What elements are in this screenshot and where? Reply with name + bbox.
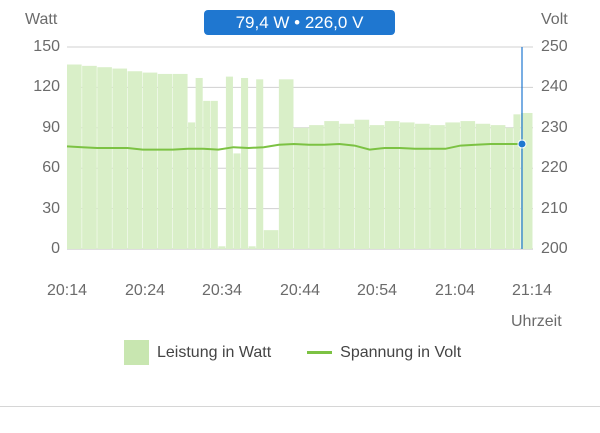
power-bar[interactable] bbox=[369, 125, 385, 249]
power-bar[interactable] bbox=[460, 121, 476, 249]
power-bar[interactable] bbox=[256, 79, 264, 249]
legend-bar-swatch[interactable] bbox=[124, 340, 149, 365]
left-axis-tick: 150 bbox=[33, 38, 60, 55]
power-bar[interactable] bbox=[399, 122, 415, 249]
power-bar[interactable] bbox=[172, 73, 188, 249]
voltage-line[interactable] bbox=[66, 142, 521, 151]
power-bar[interactable] bbox=[67, 64, 82, 249]
cursor-point[interactable] bbox=[517, 139, 527, 149]
power-bar[interactable] bbox=[521, 112, 533, 249]
power-bar[interactable] bbox=[241, 77, 249, 250]
power-bar[interactable] bbox=[475, 123, 491, 249]
tooltip-badge: 79,4 W • 226,0 V bbox=[204, 10, 395, 35]
right-axis-tick: 220 bbox=[541, 159, 568, 177]
left-axis-tick: 120 bbox=[33, 78, 60, 96]
power-bar[interactable] bbox=[97, 67, 112, 249]
legend-line-swatch[interactable] bbox=[307, 351, 333, 354]
power-bar[interactable] bbox=[203, 100, 211, 249]
power-bar[interactable] bbox=[278, 79, 294, 249]
power-bar[interactable] bbox=[248, 246, 256, 249]
right-axis-tick: 240 bbox=[541, 78, 568, 96]
power-bar[interactable] bbox=[225, 76, 233, 249]
power-bar[interactable] bbox=[195, 77, 203, 250]
power-bar[interactable] bbox=[430, 125, 445, 249]
power-bar[interactable] bbox=[82, 65, 97, 249]
power-bar[interactable] bbox=[490, 125, 506, 249]
right-axis-tick: 250 bbox=[541, 38, 568, 55]
power-bar[interactable] bbox=[354, 119, 370, 249]
x-axis-tick: 21:04 bbox=[434, 282, 476, 299]
left-axis-tick: 90 bbox=[42, 118, 60, 136]
power-bar[interactable] bbox=[445, 122, 460, 249]
power-bar[interactable] bbox=[384, 121, 400, 249]
x-axis-tick: 20:54 bbox=[356, 282, 398, 299]
power-bar[interactable] bbox=[309, 125, 324, 249]
x-axis-tick: 21:14 bbox=[511, 282, 553, 299]
legend: Leistung in Watt Spannung in Volt bbox=[124, 340, 461, 365]
x-axis-tick: 20:24 bbox=[124, 282, 166, 299]
power-bar[interactable] bbox=[142, 72, 158, 249]
left-axis-tick: 30 bbox=[42, 199, 60, 217]
left-axis-tick: 0 bbox=[51, 240, 60, 257]
power-bar[interactable] bbox=[294, 127, 309, 249]
legend-line-label[interactable]: Spannung in Volt bbox=[340, 343, 462, 361]
right-axis-tick: 210 bbox=[541, 199, 568, 217]
right-axis-tick: 230 bbox=[541, 118, 568, 136]
legend-bar-label[interactable]: Leistung in Watt bbox=[157, 343, 272, 361]
power-bar[interactable] bbox=[127, 71, 143, 250]
power-bar[interactable] bbox=[339, 123, 355, 249]
x-axis-tick: 20:14 bbox=[46, 282, 88, 299]
x-axis-title: Uhrzeit bbox=[511, 313, 562, 330]
power-bar[interactable] bbox=[263, 230, 279, 249]
left-axis-tick: 60 bbox=[42, 159, 60, 177]
right-axis-tick: 200 bbox=[541, 240, 568, 257]
power-bar[interactable] bbox=[188, 122, 196, 249]
power-bar[interactable] bbox=[210, 100, 218, 249]
power-bar[interactable] bbox=[513, 114, 521, 249]
divider bbox=[0, 406, 600, 407]
power-bar[interactable] bbox=[505, 127, 513, 249]
power-bar[interactable] bbox=[112, 68, 128, 250]
power-bar[interactable] bbox=[324, 121, 339, 249]
left-axis-title: Watt bbox=[25, 11, 58, 28]
power-bar[interactable] bbox=[233, 153, 241, 249]
x-axis-tick: 20:44 bbox=[279, 282, 321, 299]
right-axis-title: Volt bbox=[541, 11, 568, 28]
x-axis-tick: 20:34 bbox=[201, 282, 243, 299]
power-bar[interactable] bbox=[415, 123, 430, 249]
power-bar[interactable] bbox=[157, 73, 173, 249]
power-bar[interactable] bbox=[218, 246, 226, 249]
